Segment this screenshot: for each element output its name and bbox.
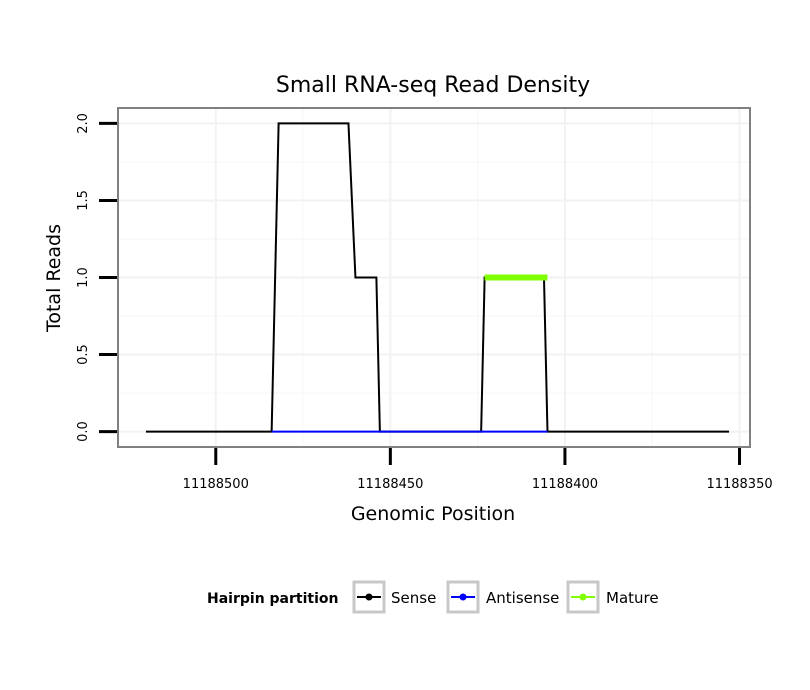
y-tick-label: 1.0 — [76, 267, 91, 288]
y-tick-label: 0.0 — [76, 421, 91, 442]
chart-title: Small RNA-seq Read Density — [276, 73, 590, 98]
x-tick-label: 11188350 — [706, 477, 772, 492]
legend-title: Hairpin partition — [207, 591, 338, 607]
x-tick-label: 11188450 — [357, 477, 423, 492]
legend-point-antisense — [460, 594, 467, 601]
x-tick-label: 11188400 — [532, 477, 598, 492]
legend: Hairpin partition Sense Antisense Mature — [207, 582, 659, 612]
legend-item-antisense: Antisense — [448, 582, 559, 612]
chart-canvas: Small RNA-seq Read Density 0.0 0.5 1.0 1.5 2… — [0, 0, 810, 690]
legend-item-sense: Sense — [354, 582, 436, 612]
y-tick-label: 1.5 — [76, 190, 91, 211]
y-axis: 0.0 0.5 1.0 1.5 2.0 — [76, 113, 117, 442]
x-tick-label: 11188500 — [183, 477, 249, 492]
y-tick-label: 0.5 — [76, 344, 91, 365]
legend-label-sense: Sense — [391, 589, 436, 607]
legend-label-mature: Mature — [606, 589, 659, 607]
x-axis: 11188500 11188450 11188400 11188350 — [183, 448, 773, 492]
y-tick-label: 2.0 — [76, 113, 91, 134]
legend-label-antisense: Antisense — [486, 589, 559, 607]
legend-point-sense — [366, 594, 373, 601]
x-axis-title: Genomic Position — [351, 503, 515, 525]
plot-area — [118, 108, 750, 447]
legend-point-mature — [580, 594, 587, 601]
y-axis-title: Total Reads — [43, 224, 65, 333]
legend-item-mature: Mature — [568, 582, 659, 612]
